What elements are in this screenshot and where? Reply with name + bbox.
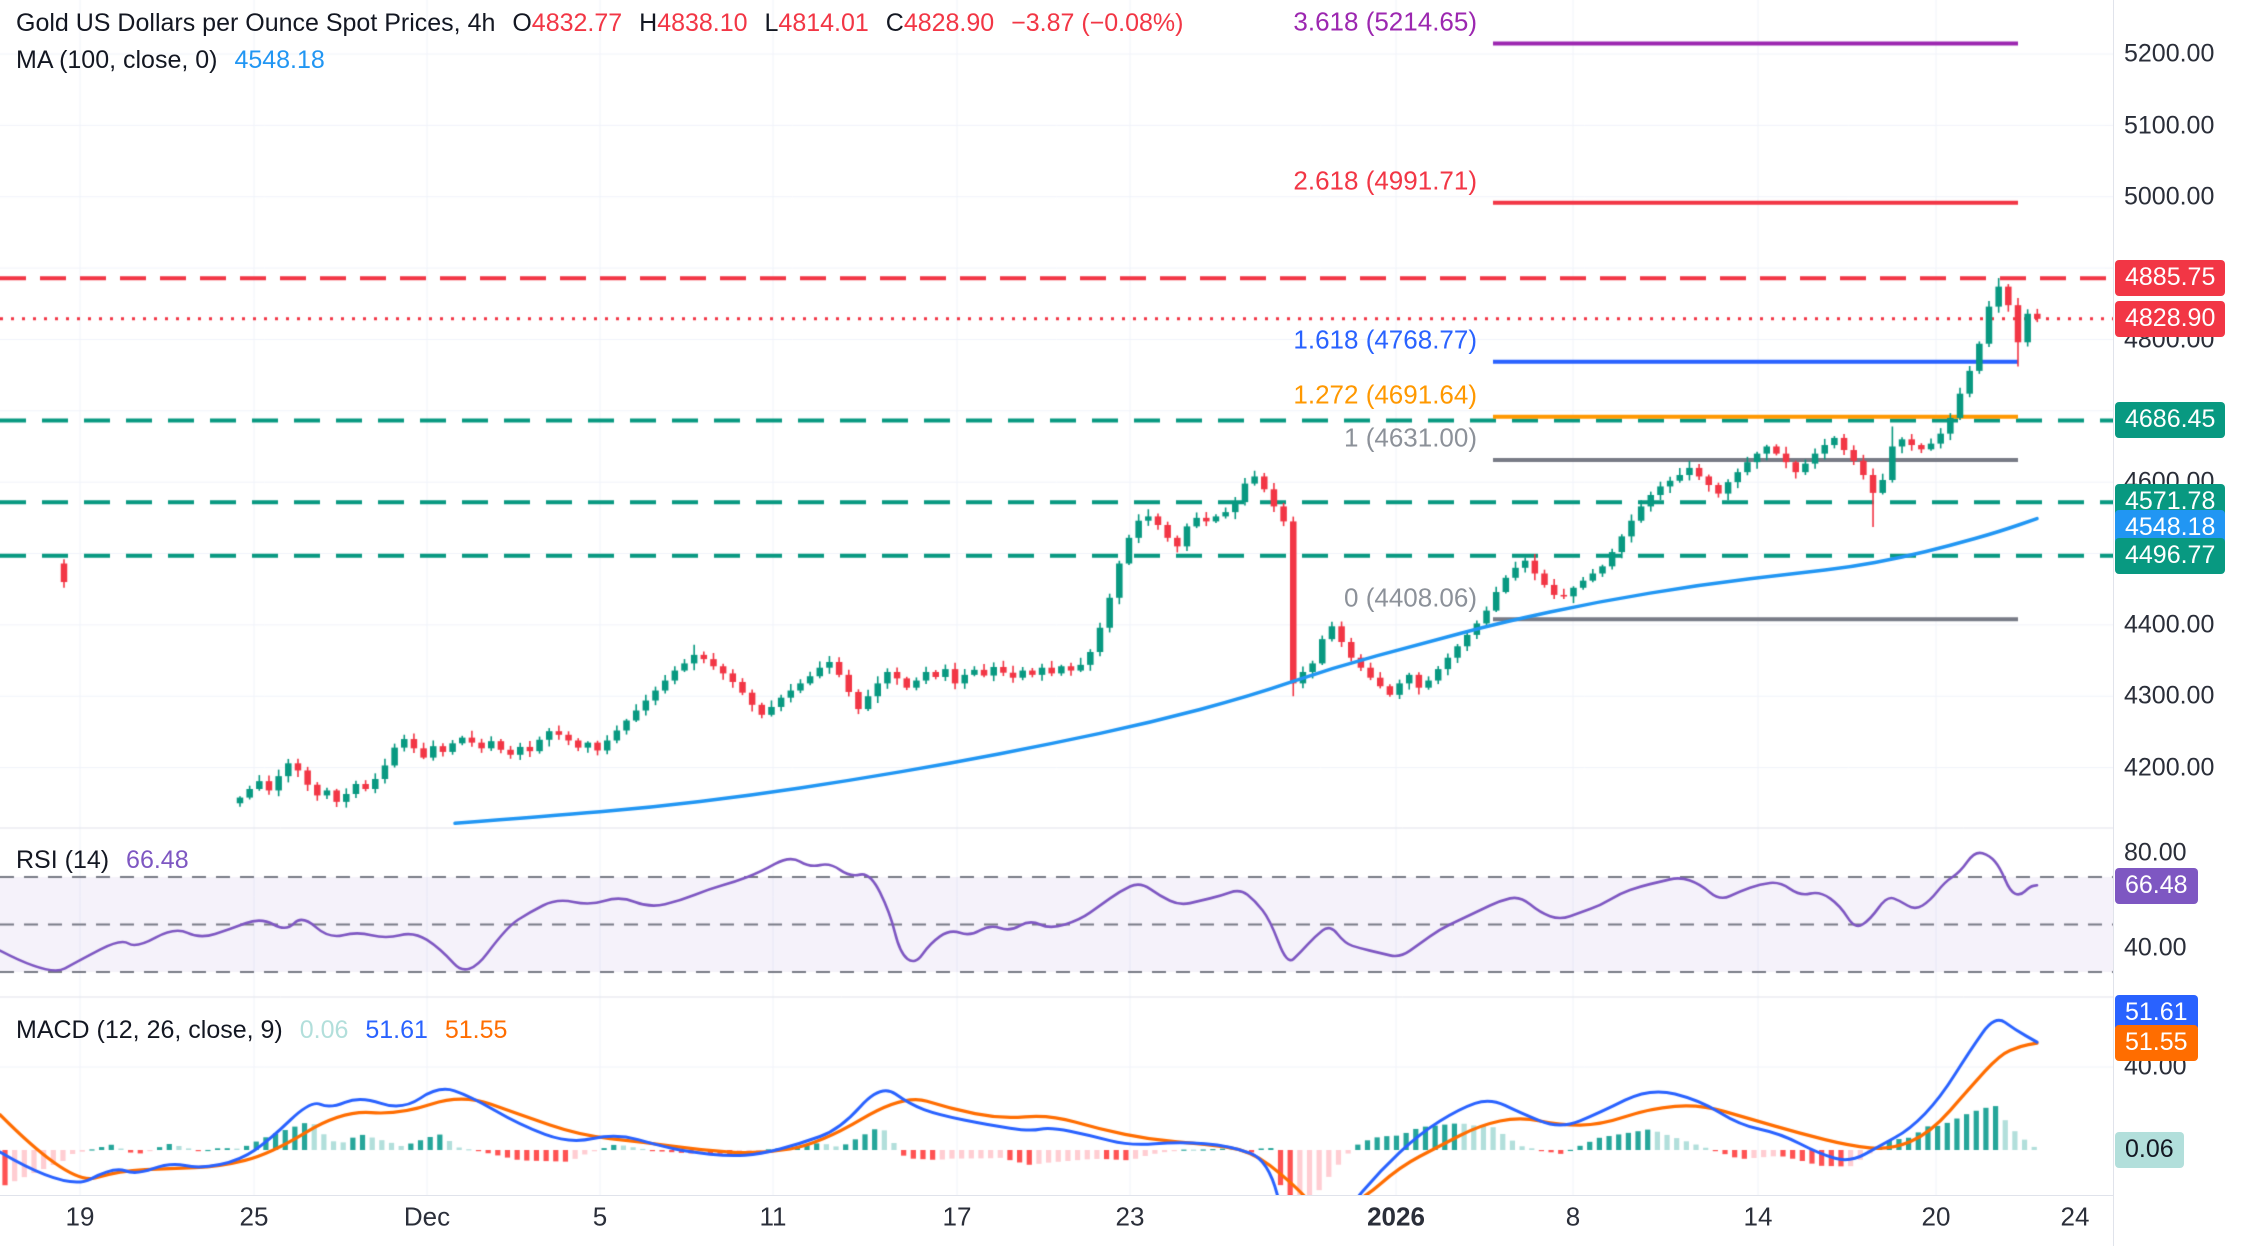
macd-line-value: 51.61 [365, 1016, 428, 1044]
time-tick-label: 25 [239, 1201, 269, 1232]
ma-legend: MA (100, close, 0) 4548.18 [16, 46, 325, 75]
axis-tick-label: 5200.00 [2124, 39, 2215, 68]
axis-tick-label: 4200.00 [2124, 753, 2215, 782]
price-badge: 0.06 [2115, 1132, 2184, 1168]
ma-label: MA (100, close, 0) [16, 46, 218, 74]
time-tick-label: 17 [942, 1201, 972, 1232]
axis-tick-label: 40.00 [2124, 933, 2187, 962]
time-tick-label: 23 [1115, 1201, 1145, 1232]
axis-tick-label: 5100.00 [2124, 111, 2215, 140]
macd-legend: MACD (12, 26, close, 9) 0.06 51.61 51.55 [16, 1016, 507, 1045]
fib-level-label: 1.272 (4691.64) [1293, 379, 1477, 410]
close-label: C [885, 9, 904, 37]
time-tick-label: 24 [2060, 1201, 2090, 1232]
axis-tick-label: 4300.00 [2124, 681, 2215, 710]
close-value: 4828.90 [903, 9, 995, 37]
time-tick-label: 8 [1565, 1201, 1581, 1232]
time-tick-label: 20 [1921, 1201, 1951, 1232]
macd-hist-value: 0.06 [299, 1016, 349, 1044]
price-badge: 51.55 [2115, 1025, 2198, 1061]
axis-tick-label: 4400.00 [2124, 610, 2215, 639]
price-badge: 66.48 [2115, 868, 2198, 904]
price-badge: 4885.75 [2115, 260, 2226, 296]
time-tick-label: 14 [1743, 1201, 1773, 1232]
low-value: 4814.01 [778, 9, 869, 37]
fib-level-label: 1 (4631.00) [1344, 422, 1477, 453]
price-badge: 4496.77 [2115, 538, 2226, 574]
macd-signal-value: 51.55 [444, 1016, 508, 1044]
time-tick-label: 19 [65, 1201, 95, 1232]
time-tick-label: Dec [403, 1201, 451, 1232]
symbol-title: Gold US Dollars per Ounce Spot Prices, 4… [16, 9, 496, 37]
fib-level-label: 2.618 (4991.71) [1293, 165, 1477, 196]
axis-tick-label: 5000.00 [2124, 182, 2215, 211]
fib-level-label: 0 (4408.06) [1344, 582, 1477, 613]
time-axis[interactable]: 19 25 Dec 5 11 17 23 2026 8 14 20 24 [0, 1195, 2113, 1246]
fib-level-label: 3.618 (5214.65) [1293, 6, 1477, 37]
rsi-value: 66.48 [126, 846, 189, 874]
symbol-legend: Gold US Dollars per Ounce Spot Prices, 4… [16, 9, 1183, 38]
time-tick-label: 2026 [1367, 1201, 1425, 1232]
open-value: 4832.77 [531, 9, 623, 37]
low-label: L [764, 9, 779, 37]
price-badge: 4828.90 [2115, 301, 2226, 337]
ma-value: 4548.18 [234, 46, 325, 74]
rsi-legend: RSI (14) 66.48 [16, 846, 189, 875]
change-value: −3.87 (−0.08%) [1011, 9, 1184, 37]
price-badge: 4686.45 [2115, 402, 2226, 438]
time-tick-label: 11 [759, 1201, 787, 1232]
open-label: O [512, 9, 532, 37]
high-value: 4838.10 [657, 9, 748, 37]
fib-level-label: 1.618 (4768.77) [1293, 324, 1477, 355]
macd-label: MACD (12, 26, close, 9) [16, 1016, 283, 1044]
rsi-label: RSI (14) [16, 846, 110, 874]
axis-tick-label: 80.00 [2124, 838, 2187, 867]
high-label: H [639, 9, 658, 37]
time-tick-label: 5 [592, 1201, 608, 1232]
